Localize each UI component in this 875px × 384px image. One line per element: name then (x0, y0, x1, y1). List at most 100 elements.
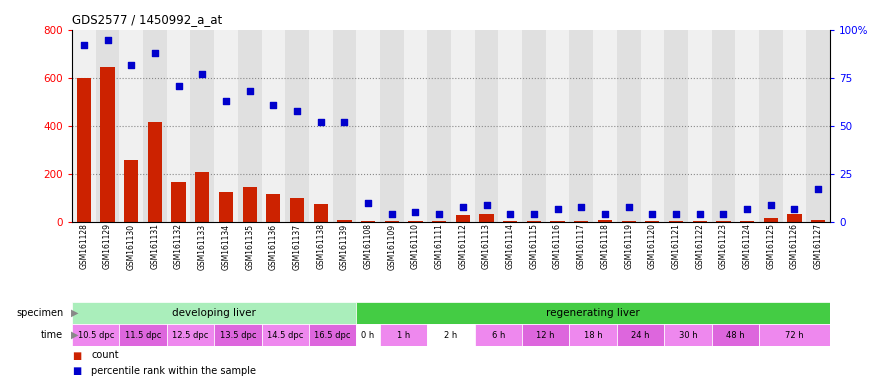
Bar (167, 324, 214, 346)
Text: developing liver: developing liver (172, 308, 256, 318)
Bar (385, 221, 399, 222)
Bar (640, 30, 664, 222)
Bar (285, 30, 309, 222)
Bar (693, 221, 707, 222)
Point (219, 98, 233, 104)
Bar (409, 221, 423, 222)
Bar (403, 30, 427, 222)
Bar (711, 30, 735, 222)
Bar (262, 324, 309, 346)
Point (101, 36, 115, 43)
Text: ■: ■ (72, 351, 81, 361)
Bar (124, 160, 138, 222)
Bar (788, 214, 802, 222)
Text: 24 h: 24 h (631, 331, 650, 339)
Bar (527, 221, 541, 222)
Point (717, 211, 731, 217)
Bar (219, 192, 233, 222)
Point (550, 205, 564, 212)
Bar (480, 214, 494, 222)
Bar (427, 30, 451, 222)
Point (290, 108, 304, 114)
Point (693, 211, 707, 217)
Bar (361, 221, 375, 222)
Text: ■: ■ (72, 366, 81, 376)
Point (77, 42, 91, 48)
Text: 12 h: 12 h (536, 331, 555, 339)
Bar (266, 194, 281, 222)
Text: count: count (91, 351, 119, 361)
Bar (356, 30, 380, 222)
Text: time: time (41, 330, 63, 340)
Bar (262, 30, 285, 222)
Bar (167, 30, 191, 222)
Bar (711, 324, 759, 346)
Bar (645, 221, 660, 222)
Point (740, 205, 754, 212)
Point (480, 202, 494, 208)
Text: 6 h: 6 h (492, 331, 505, 339)
Text: specimen: specimen (16, 308, 63, 318)
Text: 30 h: 30 h (679, 331, 697, 339)
Bar (214, 30, 238, 222)
Text: ▶: ▶ (71, 330, 79, 340)
Text: 10.5 dpc: 10.5 dpc (78, 331, 114, 339)
Point (621, 204, 635, 210)
Bar (522, 30, 546, 222)
Bar (668, 221, 683, 222)
Bar (72, 324, 119, 346)
Bar (503, 221, 517, 222)
Text: 16.5 dpc: 16.5 dpc (314, 331, 351, 339)
Bar (95, 30, 119, 222)
Bar (451, 30, 475, 222)
Bar (522, 324, 570, 346)
Point (527, 211, 541, 217)
Point (148, 50, 162, 56)
Point (172, 83, 186, 89)
Bar (740, 221, 754, 222)
Text: 0 h: 0 h (361, 331, 374, 339)
Bar (499, 30, 522, 222)
Bar (764, 218, 778, 222)
Point (574, 204, 588, 210)
Bar (456, 215, 470, 222)
Bar (617, 30, 640, 222)
Point (195, 71, 209, 77)
Bar (337, 220, 352, 222)
Bar (570, 30, 593, 222)
Bar (593, 30, 617, 222)
Point (338, 119, 352, 125)
Bar (172, 182, 186, 222)
Bar (238, 30, 262, 222)
Bar (664, 30, 688, 222)
Bar (242, 187, 256, 222)
Bar (144, 30, 167, 222)
Text: GDS2577 / 1450992_a_at: GDS2577 / 1450992_a_at (72, 13, 222, 26)
Point (361, 200, 375, 206)
Point (242, 88, 256, 94)
Bar (101, 67, 115, 222)
Bar (807, 30, 830, 222)
Point (314, 119, 328, 125)
Point (385, 211, 399, 217)
Bar (617, 324, 664, 346)
Bar (148, 122, 162, 222)
Bar (546, 30, 570, 222)
Bar (309, 324, 356, 346)
Bar (550, 221, 564, 222)
Bar (759, 30, 782, 222)
Text: 12.5 dpc: 12.5 dpc (172, 331, 208, 339)
Bar (432, 221, 446, 222)
Point (669, 211, 683, 217)
Bar (356, 302, 830, 324)
Point (764, 202, 778, 208)
Bar (782, 30, 807, 222)
Bar (621, 221, 636, 222)
Text: 72 h: 72 h (785, 331, 804, 339)
Bar (475, 30, 499, 222)
Point (503, 211, 517, 217)
Bar (119, 30, 144, 222)
Bar (119, 324, 167, 346)
Bar (356, 324, 380, 346)
Bar (380, 30, 403, 222)
